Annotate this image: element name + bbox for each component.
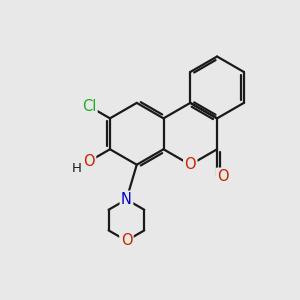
Text: N: N <box>121 192 132 207</box>
Text: Cl: Cl <box>82 99 96 114</box>
Text: O: O <box>217 169 229 184</box>
Text: O: O <box>121 233 132 248</box>
Text: H: H <box>72 162 82 175</box>
Text: O: O <box>184 157 196 172</box>
Text: O: O <box>83 154 95 169</box>
